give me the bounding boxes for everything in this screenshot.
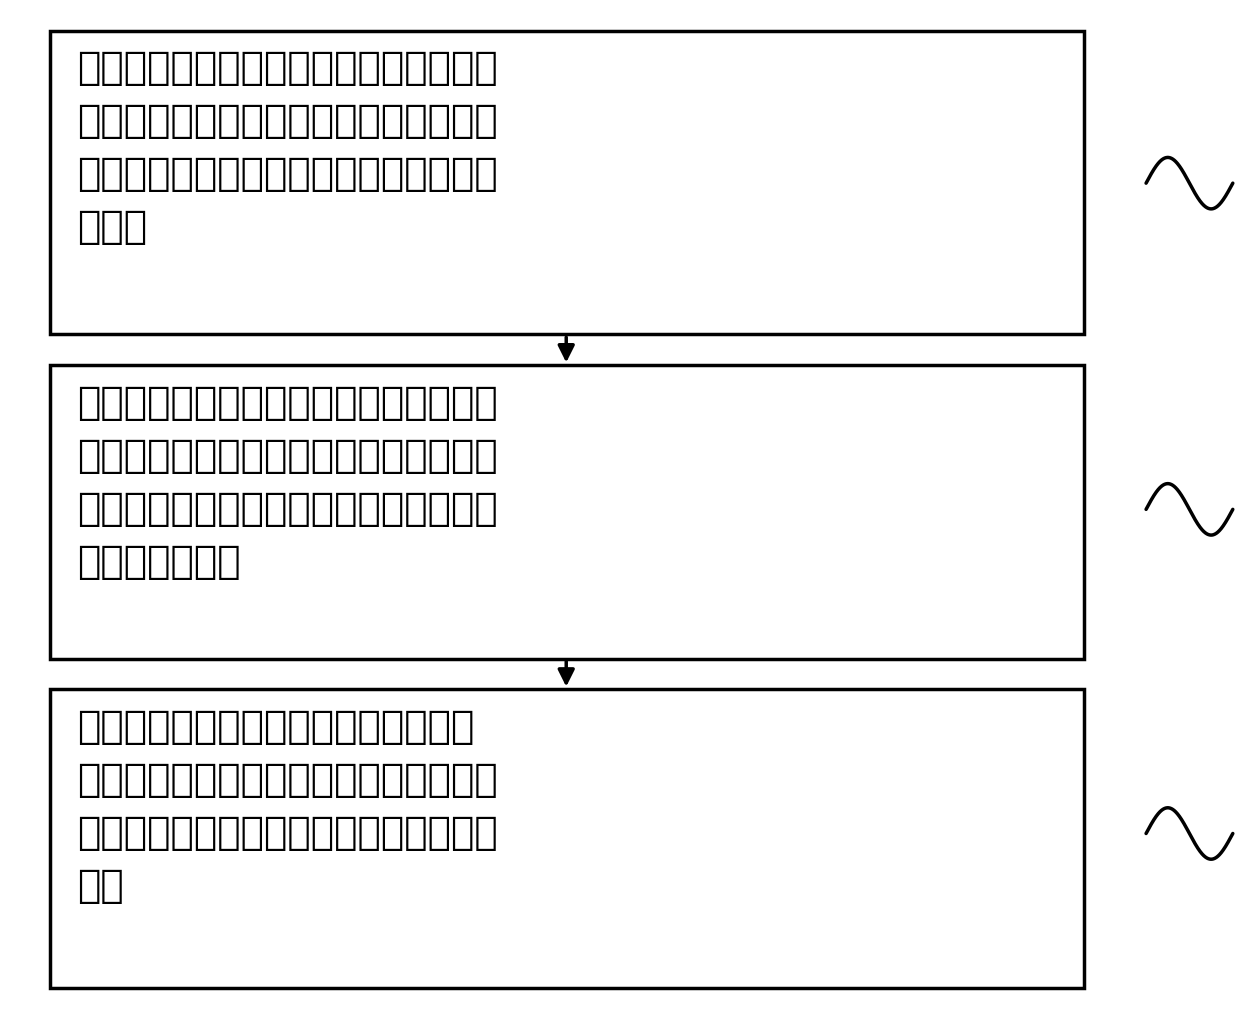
Text: 针对含光伏接入的柔性直流流配电系统，
分析其直流线路发生双极短路故障时的高
频故障特性，推导出系统故障时的暂态高
频阻抗: 针对含光伏接入的柔性直流流配电系统， 分析其直流线路发生双极短路故障时的高 频故…	[77, 49, 498, 246]
Text: 针对直流系统中保护难以整定配合的问
题，通过分析不同电路结构对高频测量阻
抗的影响，对系统进行保护配置和整定计
算。: 针对直流系统中保护难以整定配合的问 题，通过分析不同电路结构对高频测量阻 抗的影…	[77, 708, 498, 904]
Text: 结合系统故障时的高频阻抗特征，分析不
同位置短路时系统中电压高频故障分量的
分布特征，进而提出一种基于高频突变量
的距离保护原理: 结合系统故障时的高频阻抗特征，分析不 同位置短路时系统中电压高频故障分量的 分布…	[77, 384, 498, 580]
Bar	[50, 689, 1084, 988]
Bar	[50, 365, 1084, 659]
Bar	[50, 31, 1084, 334]
